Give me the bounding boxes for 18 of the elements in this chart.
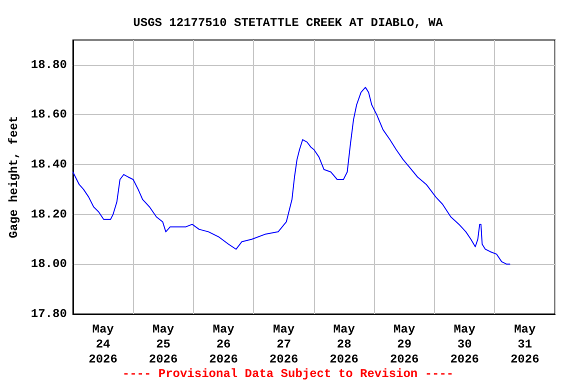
x-tick-label: May 31 2026	[510, 322, 540, 366]
y-tick-label: 18.80	[30, 58, 67, 72]
x-tick-label: May 24 2026	[88, 322, 118, 366]
y-tick-label: 18.40	[30, 158, 67, 172]
y-tick-label: 18.20	[30, 207, 67, 222]
y-axis-title: Gage height, feet	[7, 116, 21, 238]
text: ---- Provisional Data Subject to Revision ----	[122, 367, 454, 381]
x-tick-label: May 30 2026	[450, 322, 480, 366]
x-tick-label: May 29 2026	[390, 322, 419, 366]
x-tick-label: May 26 2026	[209, 322, 238, 366]
x-tick-label: May 28 2026	[330, 322, 358, 366]
y-tick-label: 17.80	[30, 307, 67, 321]
line-series	[72, 86, 510, 265]
y-tick-label: 18.60	[30, 108, 67, 122]
x-tick-label: May 25 2026	[148, 322, 178, 366]
chart-title: USGS 12177510 STETATTLE CREEK AT DIABLO, WA	[133, 16, 444, 30]
y-tick-label: 18.00	[30, 257, 67, 272]
x-tick-label: May 27 2026	[269, 322, 298, 366]
